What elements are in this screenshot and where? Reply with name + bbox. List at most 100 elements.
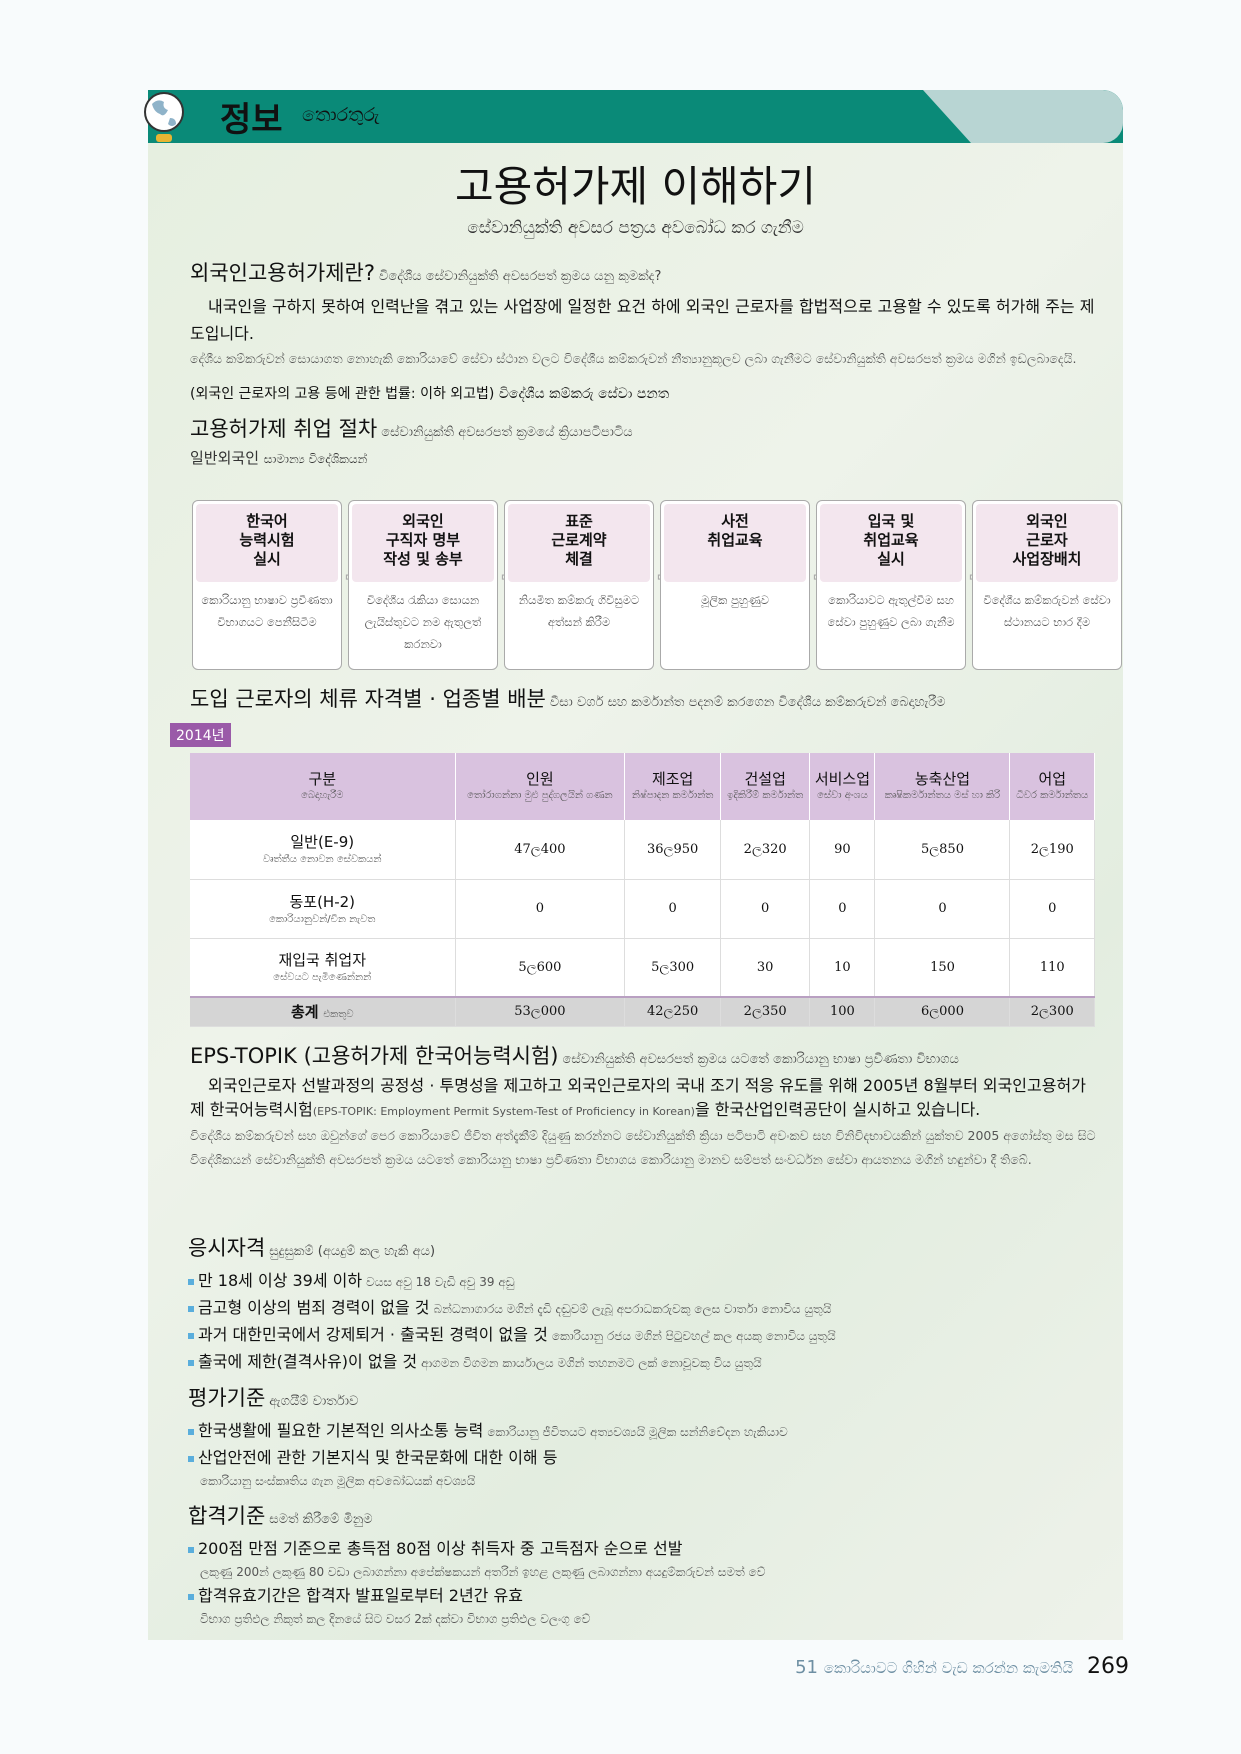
passing-list: 200점 만점 기준으로 총득점 80점 이상 취득자 중 고득점자 순으로 선…: [188, 1536, 1098, 1630]
table-row: 동포(H-2) කොරියානුවන්/චීන නැවත 0 0 0 0 0 0: [190, 879, 1095, 939]
table-cell: 42ල250: [624, 996, 721, 1027]
chapter-title: කොරියාවට ගිහින් වැඩ කරන්න කැමතියි: [823, 1659, 1073, 1677]
table-cell: 5ල850: [874, 820, 1011, 880]
section-label: 정보: [220, 100, 283, 140]
heading-eligibility: 응시자격 සුදුසුකම් (අයදුම් කල හැකි අය): [188, 1236, 436, 1260]
table-row: 일반(E-9) වෘත්තීය නොවන සේවකයන් 47ල400 36ල950 2…: [190, 820, 1095, 880]
table-cell: 2ල320: [720, 820, 811, 880]
step-desc: නියමිත කම්කරු ගිවිසුමට අත්සන් කිරීම: [518, 593, 640, 629]
table-cell: 53ල000: [455, 996, 626, 1027]
table-cell: 30: [720, 938, 811, 998]
section-header-band: [148, 90, 1123, 143]
row-header: 동포(H-2) කොරියානුවන්/චීන නැවත: [190, 879, 456, 939]
distribution-table: 구분 බෙදාහැරීම 인원 තෝරාගන්නා මුළු පුද්ගලයින් ග…: [190, 753, 1095, 1027]
list-item: 합격유효기간은 합격자 발표일로부터 2년간 유효 විභාග ප්‍රතිඵල …: [188, 1583, 1098, 1630]
procedure-step: 사전 취업교육 මූලික පුහුණුව: [660, 500, 810, 670]
table-row: 총계 එකතුව 53ල000 42ල250 2ල350 100 6ල000 2ල300: [190, 996, 1095, 1027]
step-desc: විදේශීය කම්කරුවන් සේවා ස්ථානයට භාර දීම: [983, 593, 1111, 629]
table-cell: 150: [874, 938, 1011, 998]
eligibility-list: 만 18세 이상 39세 이하 වයස අවු 18 වැඩි අවු 39 අඩ…: [188, 1268, 1098, 1376]
step-title: 한국어 능력시험 실시: [196, 504, 338, 582]
page-title: 고용허가제 이해하기: [454, 162, 817, 211]
what-body: 내국인을 구하지 못하여 인력난을 겪고 있는 사업장에 일정한 요건 하에 외…: [190, 297, 1095, 343]
what-body-si: දේශීය කම්කරුවන් සොයාගත නොහැකි කොරියාවේ ස…: [190, 351, 1077, 366]
globe-icon: [144, 92, 184, 142]
bullet-icon: [188, 1546, 194, 1553]
table-cell: 110: [1009, 938, 1095, 998]
list-item: 금고형 이상의 범죄 경력이 없을 것 බන්ධනාගාරය මගින් දැඩි…: [188, 1295, 1098, 1322]
chapter-number: 51: [795, 1657, 818, 1678]
column-header: 건설업 ඉදිකිරීම් කර්මාන්ත: [720, 753, 811, 820]
table-cell: 0: [874, 879, 1011, 939]
table-cell: 47ල400: [455, 820, 626, 880]
column-header: 구분 බෙදාහැරීම: [190, 753, 456, 820]
bullet-icon: [188, 1332, 194, 1339]
list-item: 200점 만점 기준으로 총득점 80점 이상 취득자 중 고득점자 순으로 선…: [188, 1536, 1098, 1583]
step-title: 사전 취업교육: [664, 504, 806, 582]
table-cell: 90: [809, 820, 876, 880]
table-cell: 5ල300: [624, 938, 721, 998]
list-item: 만 18세 이상 39세 이하 වයස අවු 18 වැඩි අවු 39 අඩ…: [188, 1268, 1098, 1295]
procedure-step: 한국어 능력시험 실시 කොරියානු භාෂාව ප්‍රවීණතා විභා…: [192, 500, 342, 670]
column-header: 인원 තෝරාගන්නා මුළු පුද්ගලයින් ගණන: [455, 753, 626, 820]
table-cell: 0: [624, 879, 721, 939]
table-row: 재입국 취업자 සේවයට පැමිණෙන්නන් 5ල600 5ල300 30 10 15…: [190, 938, 1095, 998]
table-cell: 0: [1009, 879, 1095, 939]
table-cell: 10: [809, 938, 876, 998]
step-title: 표준 근로계약 체결: [508, 504, 650, 582]
heading-passing: 합격기준 සමත් කිරීමේ මිනුම: [188, 1504, 373, 1528]
page-footer: 51 කොරියාවට ගිහින් වැඩ කරන්න කැමතියි 269: [795, 1654, 1129, 1679]
table-cell: 0: [720, 879, 811, 939]
step-desc: විදේශීය රැකියා සොයන ලැයිස්තුවට නම ඇතුලත්…: [364, 593, 482, 651]
procedure-step: 외국인 근로자 사업장배치 විදේශීය කම්කරුවන් සේවා ස්ථා…: [972, 500, 1122, 670]
bullet-icon: [188, 1593, 194, 1600]
column-header: 어업 ධීවර කර්මාන්තය: [1009, 753, 1095, 820]
heading-procedure: 고용허가제 취업 절차 සේවානියුක්ති අවසරපත් ක්‍රමයේ …: [190, 417, 633, 441]
procedure-sub: 일반외국인 සාමාන්‍ය විදේශිකයන්: [190, 449, 368, 467]
heading-topik: EPS-TOPIK (고용허가제 한국어능력시험) සේවානියුක්ති අව…: [190, 1044, 959, 1068]
table-cell: 6ල000: [874, 996, 1011, 1027]
column-header: 서비스업 සේවා අංශය: [809, 753, 876, 820]
table-cell: 5ල600: [455, 938, 626, 998]
heading-evaluation: 평가기준 ඇගයීම් වාර්තාව: [188, 1386, 359, 1410]
year-badge: 2014년: [170, 723, 231, 747]
step-title: 외국인 구직자 명부 작성 및 송부: [352, 504, 494, 582]
table-cell: 2ල300: [1009, 996, 1095, 1027]
list-item: 산업안전에 관한 기본지식 및 한국문화에 대한 이해 등 කොරියානු සං…: [188, 1445, 1098, 1492]
page-subtitle: සේවානියුක්ති අවසර පත්‍රය අවබෝධ කර ගැනීම: [467, 218, 804, 238]
topik-body-si: විදේශීය කම්කරුවන් සහ ඔවුන්ගේ පෙර කොරියාව…: [190, 1128, 1096, 1167]
step-title: 입국 및 취업교육 실시: [820, 504, 962, 582]
heading-what: 외국인고용허가제란? විදේශීය සේවානියුක්ති අවසරපත් ක…: [190, 261, 662, 285]
column-header: 농축산업 කෘෂිකර්මාන්තය මස් හා කිරි: [874, 753, 1011, 820]
law-note: (외국인 근로자의 고용 등에 관한 법률: 이하 외고법) විදේශීය ක…: [190, 386, 670, 402]
topik-body: 외국인근로자 선발과정의 공정성 · 투명성을 제고하고 외국인근로자의 국내 …: [190, 1076, 1086, 1119]
row-header: 총계 එකතුව: [190, 996, 456, 1027]
list-item: 한국생활에 필요한 기본적인 의사소통 능력 කොරියානු ජීවිතයට අ…: [188, 1418, 1098, 1445]
table-cell: 0: [455, 879, 626, 939]
procedure-step: 표준 근로계약 체결 නියමිත කම්කරු ගිවිසුමට අත්සන් …: [504, 500, 654, 670]
table-cell: 2ල350: [720, 996, 811, 1027]
table-cell: 36ල950: [624, 820, 721, 880]
bullet-icon: [188, 1278, 194, 1285]
list-item: 출국에 제한(결격사유)이 없을 것 ආගමන විගමන කාර්යාලය මග…: [188, 1349, 1098, 1376]
page-number: 269: [1087, 1654, 1129, 1679]
step-title: 외국인 근로자 사업장배치: [976, 504, 1118, 582]
procedure-step: 입국 및 취업교육 실시 කොරියාවට ඇතුල්වීම සහ සේවා පු…: [816, 500, 966, 670]
heading-distribution: 도입 근로자의 체류 자격별 · 업종별 배분 වීසා වර්ග සහ කර්ම…: [190, 687, 946, 711]
row-header: 일반(E-9) වෘත්තීය නොවන සේවකයන්: [190, 820, 456, 880]
bullet-icon: [188, 1428, 194, 1435]
bullet-icon: [188, 1359, 194, 1366]
step-desc: මූලික පුහුණුව: [700, 593, 770, 607]
procedure-step: 외국인 구직자 명부 작성 및 송부 විදේශීය රැකියා සොයන ලැ…: [348, 500, 498, 670]
row-header: 재입국 취업자 සේවයට පැමිණෙන්නන්: [190, 938, 456, 998]
step-desc: කොරියාවට ඇතුල්වීම සහ සේවා පුහුණුව ලබා ගැ…: [827, 593, 955, 629]
table-cell: 0: [809, 879, 876, 939]
section-label-si: තොරතුරු: [302, 104, 380, 126]
column-header: 제조업 නිෂ්පාදන කර්මාන්ත: [624, 753, 721, 820]
list-item: 과거 대한민국에서 강제퇴거 · 출국된 경력이 없을 것 කොරියානු රජ…: [188, 1322, 1098, 1349]
table-cell: 100: [809, 996, 876, 1027]
step-desc: කොරියානු භාෂාව ප්‍රවීණතා විභාගයට පෙනීසිට…: [201, 593, 333, 629]
bullet-icon: [188, 1305, 194, 1312]
table-cell: 2ල190: [1009, 820, 1095, 880]
bullet-icon: [188, 1455, 194, 1462]
